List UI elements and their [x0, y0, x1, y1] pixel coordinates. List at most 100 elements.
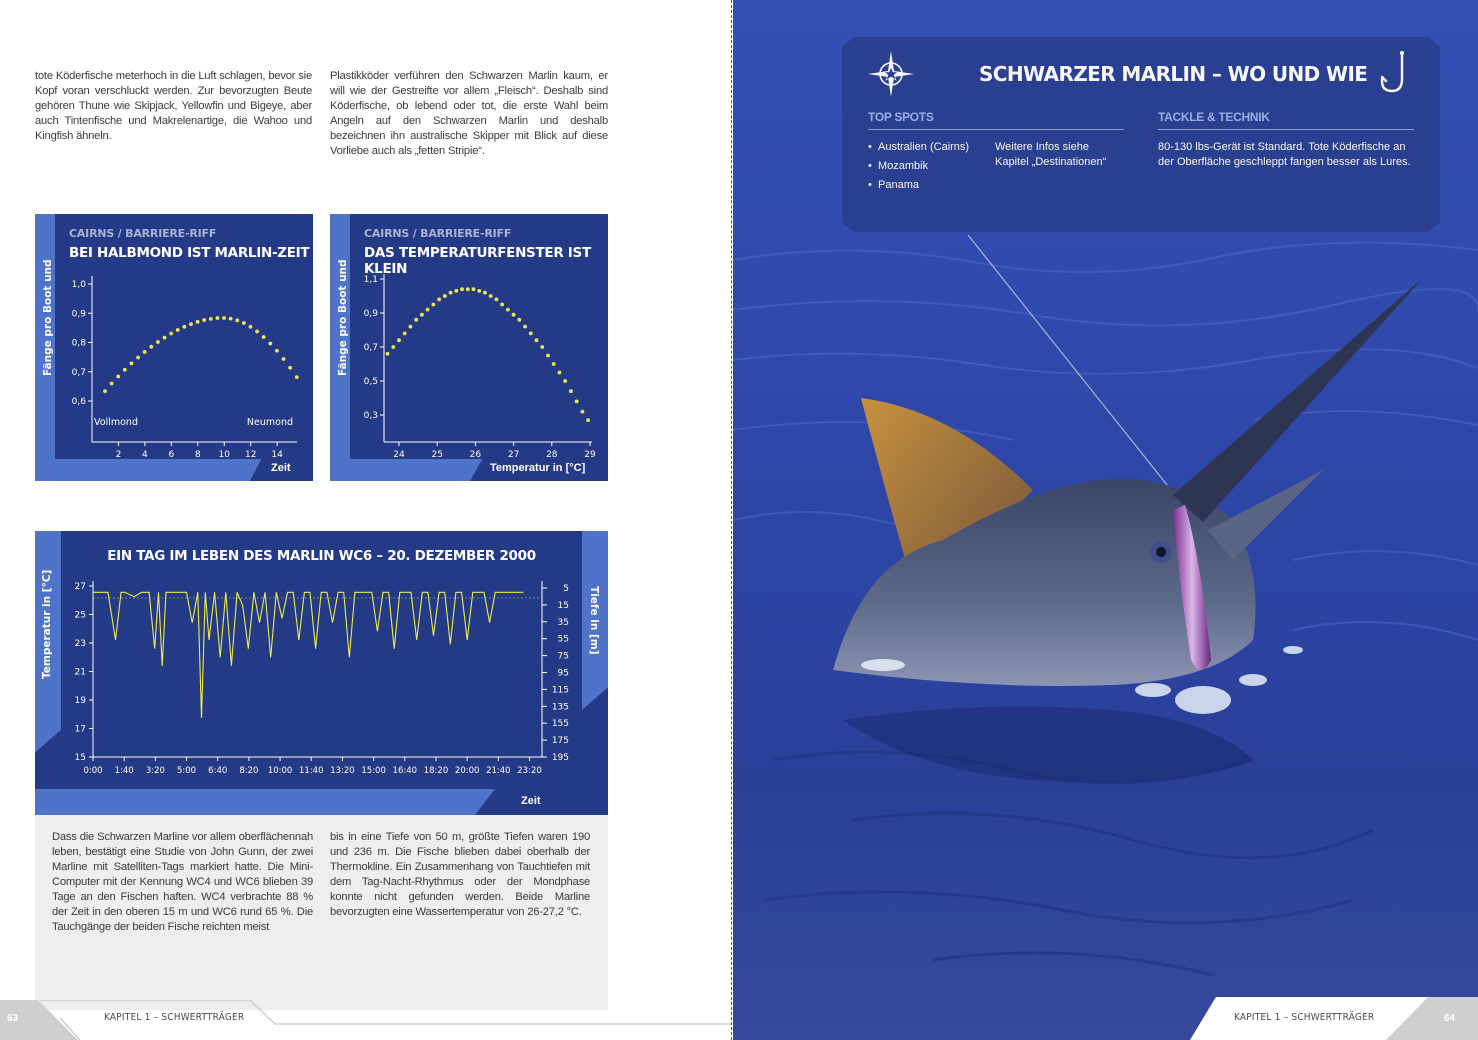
y-tick-label: 19 — [75, 696, 87, 706]
data-point — [574, 399, 579, 404]
data-point — [528, 331, 533, 336]
chart-marlin-day: EIN TAG IM LEBEN DES MARLIN WC6 – 20. DE… — [35, 531, 608, 815]
x-tick-label: 2 — [116, 450, 122, 459]
data-point — [169, 331, 174, 336]
x-tick-label: 21:40 — [486, 766, 511, 776]
data-point — [162, 335, 167, 340]
page-number-right: 64 — [1444, 1013, 1456, 1024]
y2-tick-label: 135 — [552, 702, 569, 712]
data-point — [235, 318, 240, 323]
x-tick-label: 8:20 — [239, 766, 258, 776]
y-tick-label: 1,0 — [72, 280, 87, 290]
data-point — [288, 365, 293, 370]
chart-title: EIN TAG IM LEBEN DES MARLIN WC6 – 20. DE… — [107, 548, 536, 564]
x-tick-label: 8 — [195, 450, 201, 459]
x-tick-label: 11:40 — [299, 766, 324, 776]
top-spots-heading: TOP SPOTS — [868, 110, 934, 124]
chart-ylabel: Fänge pro Boot und — [337, 259, 349, 376]
data-point — [425, 307, 430, 312]
x-tick-label: 10:00 — [268, 766, 293, 776]
list-item: • Australien (Cairns) — [868, 141, 970, 153]
spots-list: • Australien (Cairns) • Mozambik • Panama — [868, 140, 978, 193]
data-point — [431, 302, 436, 307]
y-tick-label: 0,6 — [72, 397, 87, 407]
data-point — [546, 353, 550, 358]
paragraph-top-left: tote Köderfische meterhoch in die Luft s… — [35, 70, 312, 142]
info-box: SCHWARZER MARLIN – WO UND WIE TOP SPOTS … — [842, 37, 1440, 232]
data-point — [569, 389, 573, 394]
data-point — [195, 319, 200, 324]
chart-accent-stripe — [35, 214, 55, 481]
depth-series-line — [93, 591, 524, 719]
data-point — [156, 340, 160, 344]
data-point — [402, 331, 407, 336]
x-tick-label: 12 — [245, 450, 256, 459]
text-area-bg — [35, 815, 608, 1010]
y-tick-label: 27 — [75, 582, 86, 592]
y2-tick-label: 75 — [558, 652, 569, 662]
data-point — [540, 345, 545, 349]
data-point — [109, 381, 114, 386]
x-tick-label: 20:00 — [455, 766, 480, 776]
page-gutter — [731, 0, 732, 1040]
data-point — [471, 287, 476, 292]
data-point — [534, 338, 539, 343]
data-point — [465, 287, 470, 292]
y-tick-label: 21 — [75, 668, 86, 678]
chart-y2label: Tiefe in [m] — [588, 586, 600, 655]
data-point — [202, 318, 207, 322]
data-point — [103, 389, 107, 394]
data-point — [517, 317, 522, 322]
list-item: • Panama — [868, 179, 919, 191]
compass-star-icon — [868, 51, 914, 97]
y-tick-label: 0,8 — [72, 339, 87, 349]
y2-tick-label: 175 — [552, 736, 569, 746]
paragraph-top-right: Plastikköder verführen den Schwarzen Mar… — [330, 70, 608, 157]
chart-supertitle: CAIRNS / BARRIERE-RIFF — [69, 227, 217, 240]
data-point — [586, 418, 590, 422]
data-point — [500, 302, 505, 307]
y-tick-label: 0,9 — [72, 309, 87, 319]
y2-tick-label: 15 — [558, 601, 569, 611]
more-info-text: Weitere Infos siehe Kapitel „Destination… — [995, 141, 1107, 168]
x-tick-label: 5:00 — [177, 766, 196, 776]
x-tick-label: 23:20 — [517, 766, 542, 776]
data-point — [261, 335, 266, 339]
y-tick-label: 23 — [75, 639, 86, 649]
data-point — [248, 324, 253, 329]
y2-tick-label: 155 — [552, 719, 569, 729]
x-tick-label: 4 — [142, 450, 148, 459]
y-tick-label: 17 — [75, 725, 86, 735]
data-point — [182, 324, 187, 329]
y2-tick-label: 195 — [552, 753, 569, 763]
x-tick-label: 29 — [584, 450, 596, 459]
y2-tick-label: 5 — [563, 584, 569, 594]
x-tick-label: 24 — [393, 450, 405, 459]
data-point — [294, 375, 299, 380]
data-point — [580, 409, 585, 414]
data-point — [442, 294, 447, 298]
data-point — [241, 321, 246, 325]
data-point — [142, 350, 147, 354]
data-point — [437, 297, 442, 302]
x-tick-label: 16:40 — [393, 766, 418, 776]
data-point — [275, 348, 279, 353]
data-point — [460, 287, 464, 292]
chart-temperatur: CAIRNS / BARRIERE-RIFF DAS TEMPERATURFEN… — [330, 214, 608, 481]
data-point — [385, 351, 390, 356]
y-tick-label: 0,7 — [364, 343, 378, 353]
x-tick-label: 14 — [271, 450, 283, 459]
x-tick-label: 25 — [431, 450, 442, 459]
chart-xlabel: Zeit — [271, 462, 291, 474]
data-point — [557, 370, 562, 375]
data-point — [551, 362, 556, 366]
chart-supertitle: CAIRNS / BARRIERE-RIFF — [364, 227, 512, 240]
y2-tick-label: 55 — [558, 635, 569, 645]
data-point — [149, 344, 154, 349]
y-tick-label: 25 — [75, 611, 86, 621]
data-point — [136, 355, 140, 360]
data-point — [228, 316, 233, 321]
chart-plot-1: 1,0 0,9 0,8 0,7 0,6 2 4 6 8 10 12 14 Vollmond Neumond… — [42, 259, 299, 459]
x-tick-label: 28 — [546, 450, 558, 459]
data-point — [414, 317, 419, 322]
